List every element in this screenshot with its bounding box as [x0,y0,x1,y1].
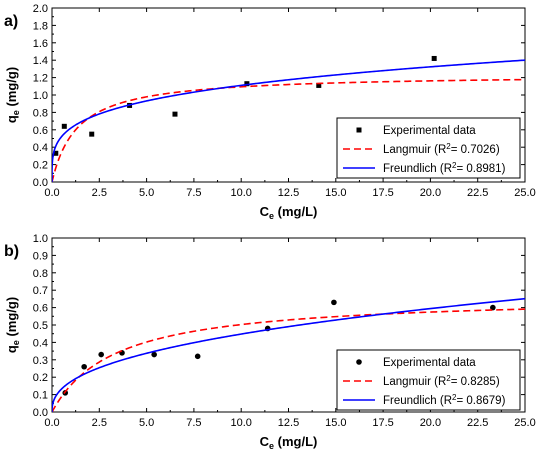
x-tick-label: 0.0 [44,417,59,429]
y-axis-title: qe (mg/g) [4,297,21,353]
data-point [194,353,201,360]
x-tick-label: 22.5 [467,187,488,199]
y-tick-label: 1.2 [33,73,48,85]
x-tick-label: 10.0 [230,417,251,429]
y-tick-label: 0.2 [33,372,48,384]
x-axis-title: Ce (mg/L) [260,434,318,451]
x-tick-label: 15.0 [325,417,346,429]
legend-label: Experimental data [383,125,476,137]
data-point [98,351,104,358]
x-tick-label: 12.5 [278,417,299,429]
y-tick-label: 1.8 [33,20,48,32]
y-tick-label: 2.0 [33,3,48,15]
y-tick-label: 0.6 [33,303,48,315]
data-point [490,304,496,311]
panel-label: b) [4,243,19,260]
panel-label: a) [4,13,18,30]
y-tick-label: 0.3 [33,355,48,367]
legend-label: Freundlich (R2= 0.8679) [383,393,506,407]
legend: Experimental data Langmuir (R2= 0.8285) Fr… [336,349,521,411]
data-point [172,111,178,117]
data-point [61,123,67,129]
x-tick-label: 17.5 [372,187,393,199]
chart-panel-b: 0.0 2.5 5.0 7.5 10.0 12.5 15.0 17.5 20.0 22.5 25.0… [4,233,536,451]
y-tick-label: 0.4 [33,337,48,349]
y-tick-label: 0.5 [33,320,48,332]
y-tick-label: 0.9 [33,250,48,262]
y-tick-label: 0.0 [33,177,48,189]
chart-panel-a: 0.0 2.5 5.0 7.5 10.0 12.5 15.0 17.5 20.0 22.5 25.0… [4,3,536,221]
x-tick-label: 0.0 [44,187,59,199]
x-tick-label: 25.0 [514,187,535,199]
x-tick-label: 15.0 [325,187,346,199]
freundlich-fit-line [52,297,525,412]
data-point [89,131,95,137]
y-tick-label: 0.2 [33,160,48,172]
y-tick-label: 0.6 [33,125,48,137]
y-axis-title: qe (mg/g) [4,67,21,123]
legend-label: Experimental data [383,357,476,369]
legend-label: Freundlich (R2= 0.8981) [383,161,506,175]
langmuir-fit-line [52,78,525,182]
data-point [244,81,250,87]
x-tick-label: 20.0 [420,187,441,199]
freundlich-fit-line [52,59,525,182]
y-tick-label: 0.0 [33,407,48,419]
y-tick-label: 0.8 [33,107,48,119]
y-tick-label: 1.0 [33,90,48,102]
x-tick-label: 5.0 [139,187,154,199]
legend-marker [356,359,362,365]
legend-label: Langmuir (R2= 0.7026) [383,142,500,156]
y-tick-label: 1.0 [33,233,48,245]
data-point [331,299,337,306]
legend: Experimental data Langmuir (R2= 0.7026) Fr… [336,117,521,179]
x-tick-label: 22.5 [467,417,488,429]
x-tick-label: 7.5 [186,187,201,199]
y-tick-label: 1.6 [33,38,48,50]
x-tick-label: 2.5 [92,417,107,429]
y-tick-label: 0.8 [33,268,48,280]
x-tick-label: 7.5 [186,417,201,429]
y-tick-label: 0.4 [33,142,48,154]
x-tick-label: 10.0 [230,187,251,199]
y-tick-label: 0.7 [33,285,48,297]
x-tick-label: 12.5 [278,187,299,199]
data-point [53,150,59,156]
x-axis-title: Ce (mg/L) [260,204,318,221]
x-tick-label: 2.5 [92,187,107,199]
data-point [81,363,87,370]
data-point [431,55,437,61]
x-tick-label: 5.0 [139,417,154,429]
data-point [316,82,322,88]
x-tick-label: 25.0 [514,417,535,429]
x-tick-label: 17.5 [372,417,393,429]
y-tick-label: 1.4 [33,55,48,67]
x-tick-label: 20.0 [420,417,441,429]
legend-marker [356,127,362,133]
data-point [151,351,157,358]
y-tick-label: 0.1 [33,390,48,402]
legend-label: Langmuir (R2= 0.8285) [383,374,500,388]
